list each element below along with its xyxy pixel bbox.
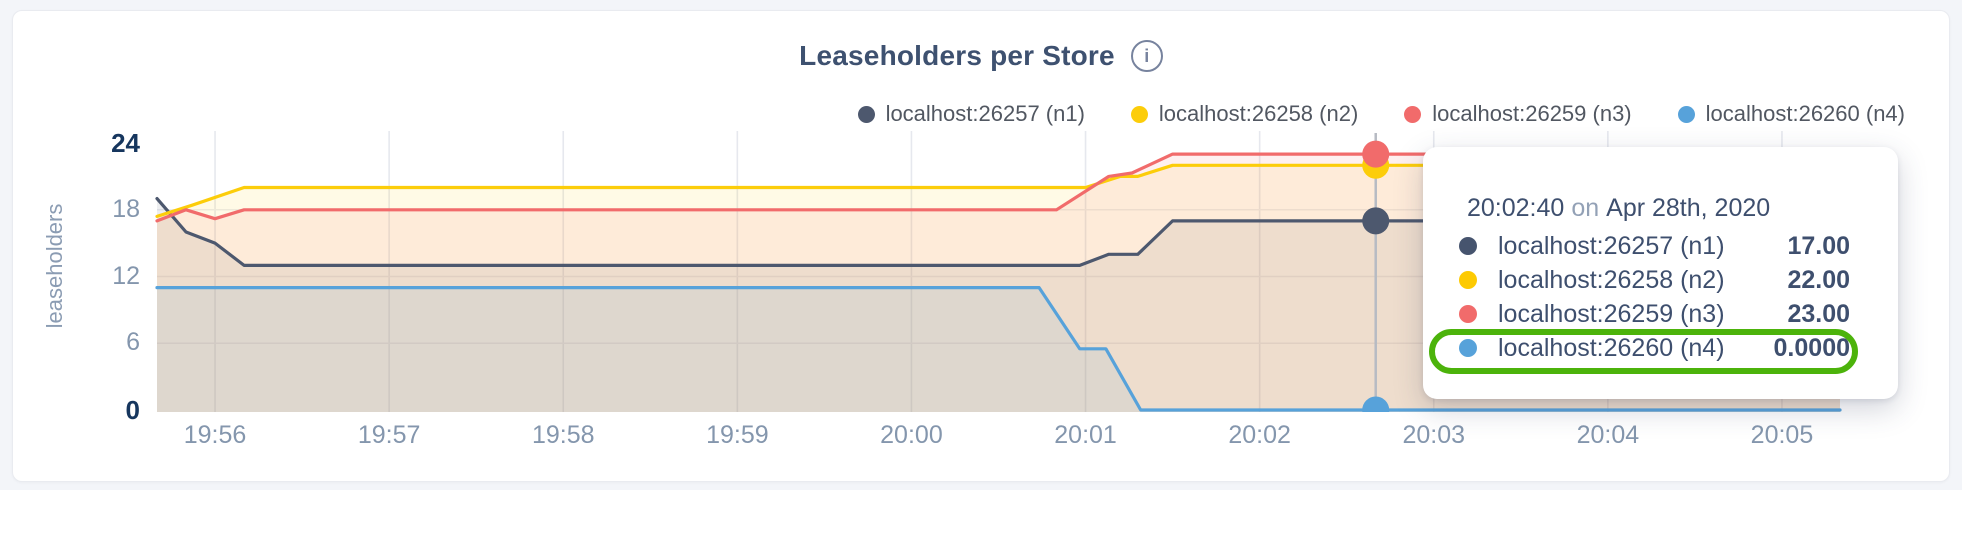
x-tick-label: 20:00: [880, 421, 943, 449]
tooltip-rows: localhost:26257 (n1) 17.00 localhost:26258…: [1459, 229, 1850, 365]
legend-dot-icon: [1677, 105, 1695, 123]
x-tick-label: 19:58: [531, 421, 595, 449]
tooltip-series-dot-icon: [1459, 339, 1477, 357]
hover-dot: [1362, 396, 1390, 412]
legend-item[interactable]: localhost:26260 (n4): [1677, 101, 1905, 127]
x-tick-label: 19:59: [706, 421, 769, 449]
series-line: [155, 286, 1842, 412]
chart-legend: localhost:26257 (n1) localhost:26258 (n2)…: [857, 101, 1905, 127]
chart-header: Leaseholders per Store i: [0, 40, 1962, 72]
x-tick-label: 20:03: [1402, 421, 1466, 449]
x-tick-label: 20:05: [1750, 421, 1814, 449]
y-tick-label: 0: [125, 395, 140, 425]
hover-dot: [1362, 140, 1390, 168]
tooltip-series-label: localhost:26260 (n4): [1498, 333, 1725, 362]
series-area: [157, 287, 1840, 412]
hover-tooltip: 20:02:40 on Apr 28th, 2020 localhost:26257…: [1423, 147, 1898, 399]
series-area: [157, 198, 1840, 412]
tooltip-date: Apr 28th, 2020: [1606, 194, 1771, 222]
tooltip-row: localhost:26258 (n2) 22.00: [1459, 263, 1850, 297]
tooltip-row: localhost:26257 (n1) 17.00: [1459, 229, 1850, 263]
chart-title: Leaseholders per Store: [799, 40, 1115, 71]
tooltip-series-value: 23.00: [1787, 299, 1850, 328]
x-tick-label: 20:01: [1054, 421, 1117, 449]
tooltip-series-value: 17.00: [1787, 231, 1850, 260]
legend-label: localhost:26257 (n1): [885, 101, 1085, 126]
legend-item[interactable]: localhost:26258 (n2): [1130, 101, 1359, 127]
x-tick-label: 20:02: [1228, 421, 1291, 449]
x-tick-label: 19:56: [183, 421, 247, 449]
legend-dot-icon: [1130, 105, 1148, 123]
legend-dot-icon: [857, 105, 875, 123]
y-tick-label: 6: [126, 328, 140, 357]
legend-label: localhost:26260 (n4): [1705, 101, 1905, 126]
tooltip-row-highlighted: localhost:26260 (n4) 0.0000: [1459, 331, 1850, 365]
y-tick-label: 18: [112, 194, 140, 223]
legend-item[interactable]: localhost:26257 (n1): [857, 101, 1085, 127]
tooltip-series-value: 22.00: [1787, 265, 1850, 294]
tooltip-series-dot-icon: [1459, 237, 1477, 255]
legend-dot-icon: [1404, 105, 1422, 123]
tooltip-series-dot-icon: [1459, 271, 1477, 289]
tooltip-series-label: localhost:26259 (n3): [1498, 299, 1725, 328]
series-line: [155, 152, 1842, 223]
y-tick-label: 12: [112, 261, 140, 290]
tooltip-series-label: localhost:26258 (n2): [1498, 265, 1725, 294]
tooltip-time: 20:02:40: [1467, 194, 1565, 222]
tooltip-series-label: localhost:26257 (n1): [1498, 231, 1725, 260]
legend-label: localhost:26258 (n2): [1158, 101, 1359, 126]
y-tick-label: 24: [111, 128, 140, 158]
tooltip-row: localhost:26259 (n3) 23.00: [1459, 297, 1850, 331]
tooltip-series-value: 0.0000: [1773, 333, 1850, 362]
legend-label: localhost:26259 (n3): [1432, 101, 1632, 126]
legend-item[interactable]: localhost:26259 (n3): [1404, 101, 1632, 127]
tooltip-timestamp: 20:02:40 on Apr 28th, 2020: [1467, 194, 1770, 223]
info-icon[interactable]: i: [1130, 40, 1163, 72]
series-area: [157, 154, 1840, 412]
hover-dot: [1362, 207, 1390, 235]
x-tick-label: 19:57: [357, 421, 421, 449]
series-line: [155, 197, 1842, 267]
x-tick-label: 20:04: [1576, 421, 1640, 449]
tooltip-connector: on: [1571, 194, 1600, 222]
tooltip-series-dot-icon: [1459, 305, 1477, 323]
